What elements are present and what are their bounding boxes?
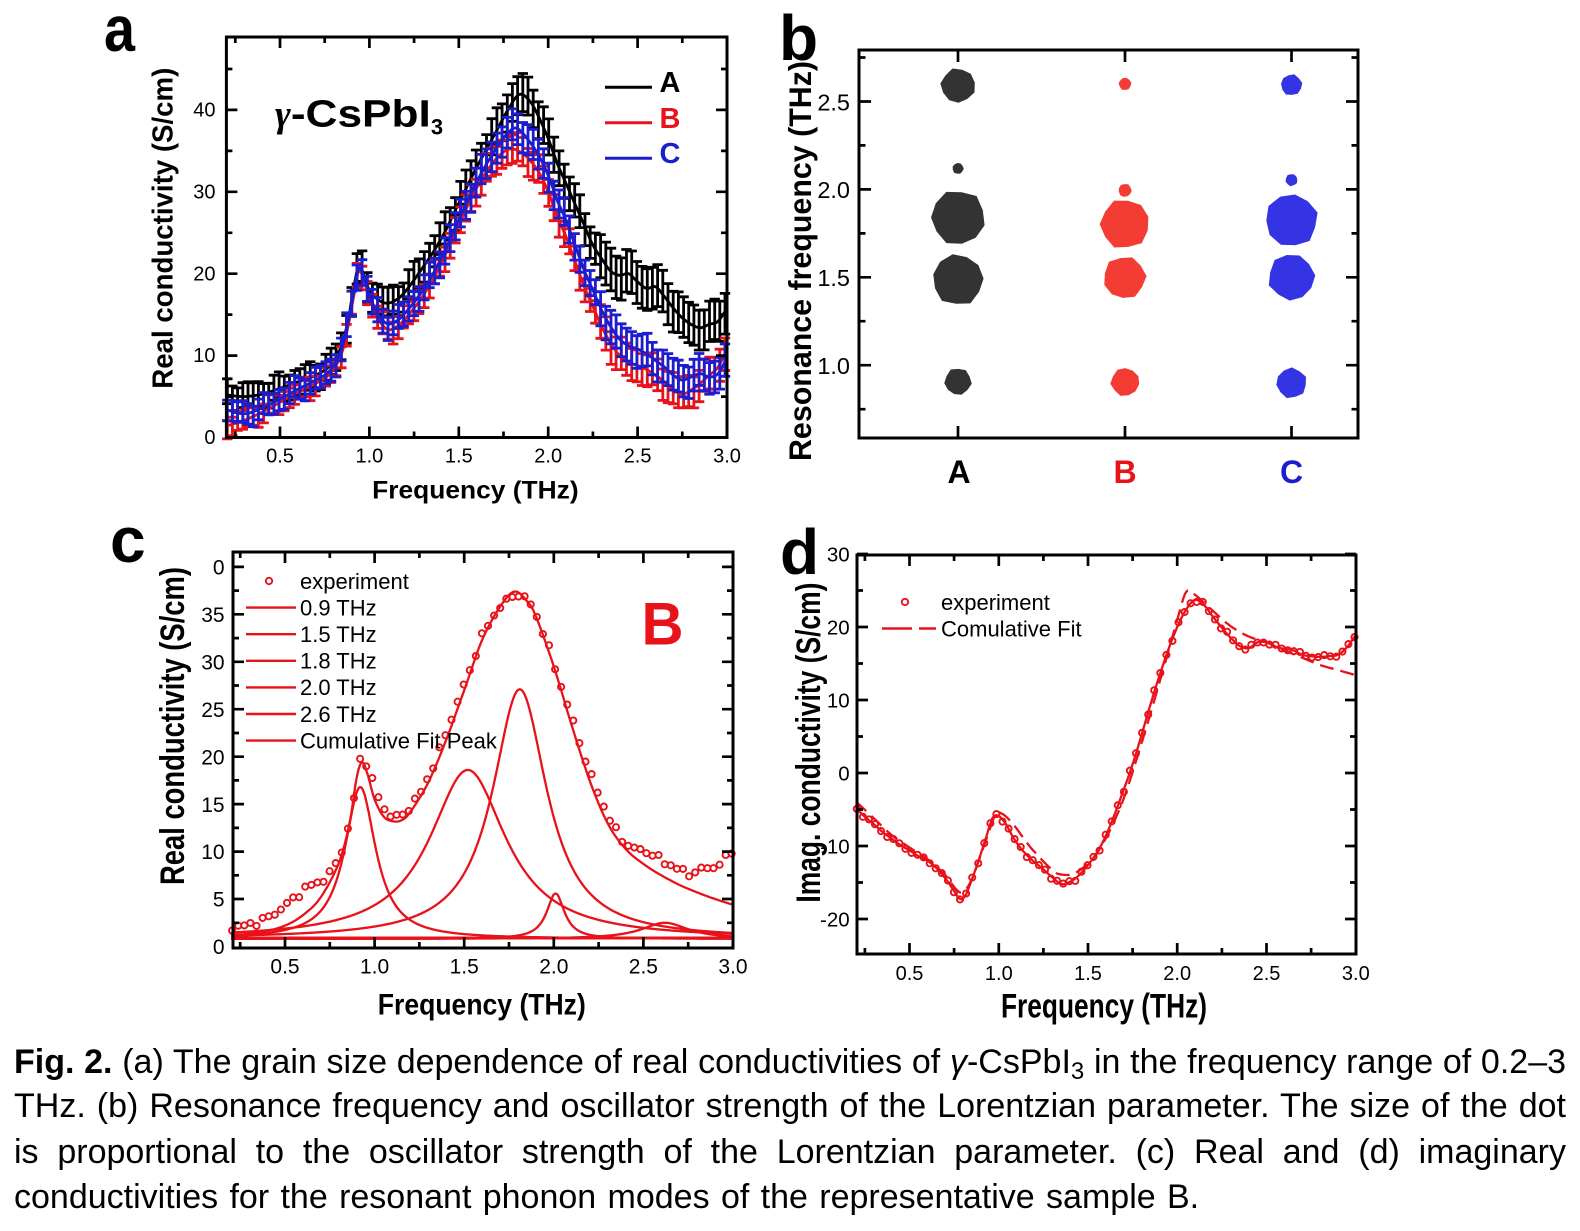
svg-text:30: 30 [193, 181, 215, 203]
svg-text:c: c [110, 504, 146, 576]
svg-text:35: 35 [201, 604, 224, 627]
svg-text:1.5 THz: 1.5 THz [300, 622, 377, 647]
svg-text:3.0: 3.0 [1342, 963, 1370, 985]
svg-text:Real conductivity (S/cm): Real conductivity (S/cm) [154, 567, 192, 885]
svg-text:30: 30 [827, 543, 850, 566]
svg-text:experiment: experiment [941, 590, 1050, 615]
svg-text:1.0: 1.0 [360, 956, 389, 979]
svg-text:1.0: 1.0 [817, 353, 850, 379]
svg-text:0.5: 0.5 [266, 445, 294, 467]
svg-text:2.0: 2.0 [534, 445, 562, 467]
svg-text:15: 15 [201, 794, 224, 817]
svg-text:Frequency (THz): Frequency (THz) [1001, 988, 1207, 1026]
svg-text:1.5: 1.5 [1074, 963, 1102, 985]
svg-text:1.5: 1.5 [450, 956, 479, 979]
svg-text:1.5: 1.5 [445, 445, 473, 467]
svg-text:5: 5 [213, 889, 225, 912]
svg-text:Real conductivity (S/cm): Real conductivity (S/cm) [148, 68, 180, 389]
svg-text:40: 40 [193, 100, 215, 122]
svg-text:10: 10 [201, 841, 224, 864]
svg-text:0.5: 0.5 [270, 956, 299, 979]
svg-text:1.5: 1.5 [817, 265, 850, 291]
svg-text:0: 0 [204, 427, 215, 449]
svg-text:Comulative Fit: Comulative Fit [941, 617, 1082, 642]
svg-text:A: A [660, 67, 681, 99]
svg-text:A: A [947, 454, 970, 490]
svg-text:10: 10 [193, 345, 215, 367]
svg-text:Frequency (THz): Frequency (THz) [372, 477, 579, 505]
svg-text:3.0: 3.0 [718, 956, 747, 979]
svg-text:30: 30 [201, 651, 224, 674]
svg-text:2.0: 2.0 [539, 956, 568, 979]
svg-text:20: 20 [827, 616, 850, 639]
svg-text:d: d [780, 516, 819, 588]
svg-text:1.8 THz: 1.8 THz [300, 649, 377, 674]
svg-text:C: C [1280, 454, 1303, 490]
svg-text:experiment: experiment [300, 569, 409, 594]
svg-text:2.6 THz: 2.6 THz [300, 702, 377, 727]
svg-text:-10: -10 [820, 835, 850, 858]
svg-text:B: B [642, 591, 684, 658]
svg-text:Imag. conductivity (S/cm): Imag. conductivity (S/cm) [790, 583, 828, 903]
svg-text:1.0: 1.0 [355, 445, 383, 467]
svg-text:10: 10 [827, 689, 850, 712]
svg-text:2.5: 2.5 [817, 89, 850, 115]
svg-text:Resonance frequency (THz): Resonance frequency (THz) [782, 61, 818, 461]
svg-text:2.0 THz: 2.0 THz [300, 675, 377, 700]
svg-text:-20: -20 [820, 908, 850, 931]
svg-text:20: 20 [193, 263, 215, 285]
svg-text:3.0: 3.0 [713, 445, 741, 467]
svg-text:20: 20 [201, 746, 224, 769]
svg-text:0: 0 [213, 936, 225, 959]
svg-text:2.0: 2.0 [1163, 963, 1191, 985]
svg-text:B: B [660, 103, 681, 135]
svg-text:1.0: 1.0 [985, 963, 1013, 985]
svg-text:γ-CsPbI3: γ-CsPbI3 [275, 94, 443, 140]
svg-text:a: a [104, 0, 135, 65]
svg-text:Frequency (THz): Frequency (THz) [378, 989, 586, 1022]
svg-text:b: b [779, 2, 818, 74]
svg-text:B: B [1113, 454, 1136, 490]
svg-text:C: C [660, 138, 681, 170]
svg-text:2.5: 2.5 [1253, 963, 1281, 985]
svg-text:0.9 THz: 0.9 THz [300, 595, 377, 620]
svg-text:25: 25 [201, 699, 224, 722]
svg-text:Cumulative Fit Peak: Cumulative Fit Peak [300, 728, 498, 753]
svg-text:0.5: 0.5 [896, 963, 924, 985]
svg-text:2.0: 2.0 [817, 177, 850, 203]
svg-text:0: 0 [213, 557, 225, 580]
svg-text:0: 0 [838, 762, 849, 785]
svg-text:2.5: 2.5 [624, 445, 652, 467]
svg-text:2.5: 2.5 [629, 956, 658, 979]
